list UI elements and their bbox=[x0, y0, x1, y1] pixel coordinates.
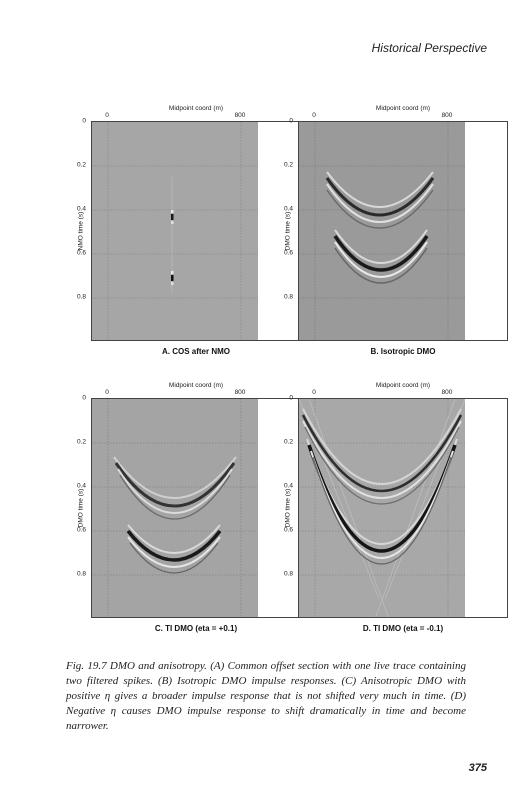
figure-caption: Fig. 19.7 DMO and anisotropy. (A) Common… bbox=[66, 660, 466, 732]
panel-d-x-tick-1: 800 bbox=[441, 389, 453, 396]
panel-d-y-tick-3: 0.6 bbox=[283, 526, 293, 534]
panel-a-y-tick-4: 0.8 bbox=[76, 293, 86, 301]
panel-a-y-tick-3: 0.6 bbox=[76, 249, 86, 257]
panel-c-caption: C. TI DMO (eta = +0.1) bbox=[154, 624, 238, 633]
page-number: 375 bbox=[468, 762, 487, 774]
panel-a-x-axis-title: Midpoint coord (m) bbox=[168, 105, 224, 112]
running-head: Historical Perspective bbox=[371, 41, 487, 55]
panel-c-y-tick-3: 0.6 bbox=[76, 526, 86, 534]
panel-d: Midpoint coord (m) 0 800 0 0.2 0.4 0.6 0… bbox=[284, 382, 508, 658]
panel-b-x-tick-0: 0 bbox=[312, 112, 316, 119]
panel-c: Midpoint coord (m) 0 800 0 0.2 0.4 0.6 0… bbox=[77, 382, 301, 658]
panel-b: Midpoint coord (m) 0 800 0 0.2 0.4 0.6 0… bbox=[284, 105, 508, 381]
panel-a-y-tick-2: 0.4 bbox=[76, 205, 86, 213]
panel-c-y-tick-4: 0.8 bbox=[76, 570, 86, 578]
panel-a-caption: A. COS after NMO bbox=[161, 347, 230, 356]
panel-b-caption: B. Isotropic DMO bbox=[370, 347, 436, 356]
panel-d-x-tick-0: 0 bbox=[312, 389, 316, 396]
panel-d-y-tick-0: 0 bbox=[289, 394, 293, 402]
panel-d-y-tick-1: 0.2 bbox=[283, 438, 293, 446]
panel-c-x-tick-1: 800 bbox=[234, 389, 246, 396]
panel-a-y-axis-label: NMO time (s) bbox=[77, 211, 85, 251]
panel-a-x-tick-0: 0 bbox=[105, 112, 109, 119]
panel-a-x-tick-1: 800 bbox=[234, 112, 246, 119]
panel-c-x-axis-title: Midpoint coord (m) bbox=[168, 382, 224, 389]
panel-c-y-axis-label: DMO time (s) bbox=[77, 488, 85, 528]
panel-c-x-tick-0: 0 bbox=[105, 389, 109, 396]
panel-b-y-tick-4: 0.8 bbox=[283, 293, 293, 301]
panel-c-y-tick-0: 0 bbox=[82, 394, 86, 402]
panel-b-x-axis-title: Midpoint coord (m) bbox=[375, 105, 431, 112]
panel-a-image bbox=[91, 121, 301, 341]
panel-d-y-tick-4: 0.8 bbox=[283, 570, 293, 578]
panel-b-x-tick-1: 800 bbox=[441, 112, 453, 119]
panel-c-y-tick-2: 0.4 bbox=[76, 482, 86, 490]
panel-d-image bbox=[298, 398, 508, 618]
panel-b-y-tick-3: 0.6 bbox=[283, 249, 293, 257]
panel-a-y-tick-1: 0.2 bbox=[76, 161, 86, 169]
panel-d-y-tick-2: 0.4 bbox=[283, 482, 293, 490]
panel-c-image bbox=[91, 398, 301, 618]
panel-d-y-axis-label: DMO time (s) bbox=[284, 488, 292, 528]
panel-d-caption: D. TI DMO (eta = -0.1) bbox=[362, 624, 444, 633]
panel-a: Midpoint coord (m) 0 800 0 0.2 0.4 0.6 0… bbox=[77, 105, 301, 381]
panel-b-y-tick-2: 0.4 bbox=[283, 205, 293, 213]
panel-c-y-tick-1: 0.2 bbox=[76, 438, 86, 446]
panel-d-x-axis-title: Midpoint coord (m) bbox=[375, 382, 431, 389]
panel-b-image bbox=[298, 121, 508, 341]
panel-b-y-axis-label: DMO time (s) bbox=[284, 211, 292, 251]
panel-b-y-tick-0: 0 bbox=[289, 117, 293, 125]
panel-b-y-tick-1: 0.2 bbox=[283, 161, 293, 169]
panel-a-y-tick-0: 0 bbox=[82, 117, 86, 125]
